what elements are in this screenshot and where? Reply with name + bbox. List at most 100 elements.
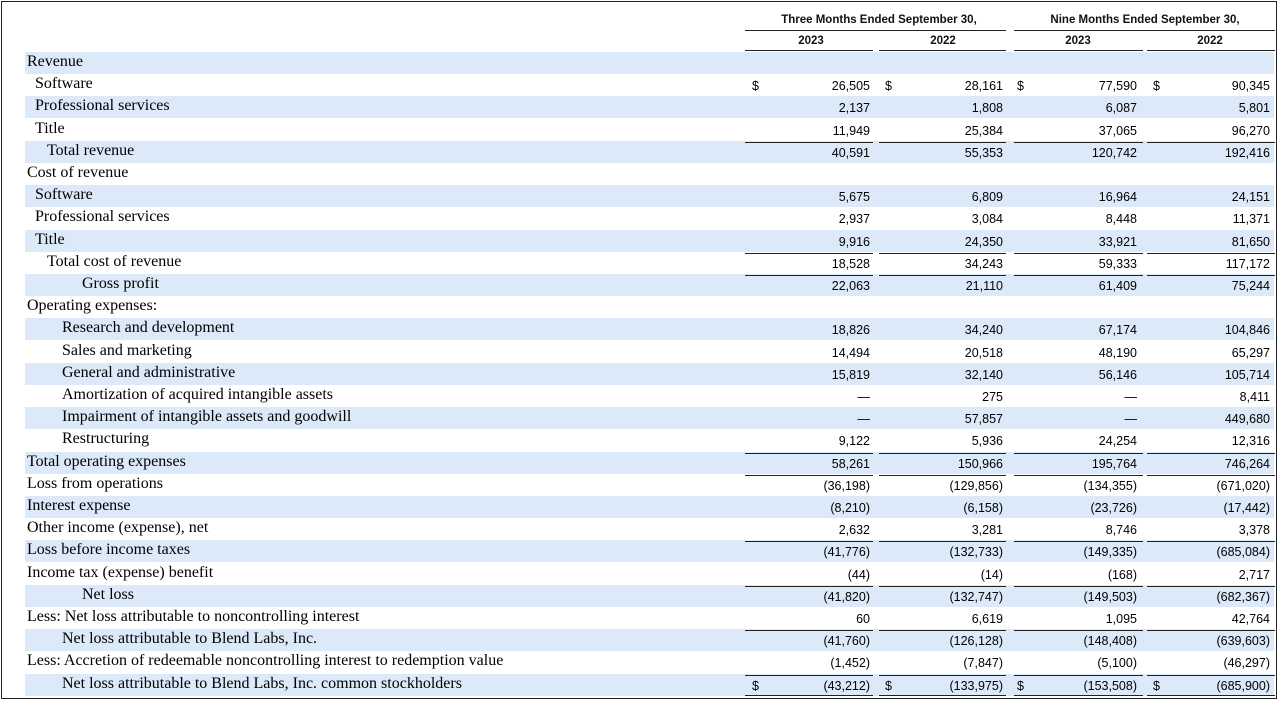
row-label: Research and development — [62, 319, 235, 337]
value-cell: 746,264 — [1224, 456, 1270, 471]
value-cell: 14,494 — [831, 345, 870, 360]
table-row: Operating expenses: — [25, 296, 1274, 318]
value-cell: (44) — [847, 567, 870, 582]
value-cell: 33,921 — [1098, 234, 1137, 249]
value-cell: 3,281 — [971, 523, 1003, 538]
value-cell: — — [857, 412, 871, 427]
value-cell: 2,137 — [838, 101, 870, 116]
currency-symbol: $ — [885, 79, 892, 94]
row-label: Amortization of acquired intangible asse… — [62, 386, 334, 403]
row-label: Professional services — [35, 97, 170, 115]
double-underline — [745, 697, 873, 699]
table-row: Professional services 2,937 3,084 8,448 11,3… — [25, 207, 1274, 229]
year-underline-3 — [1014, 50, 1143, 51]
row-label: Interest expense — [27, 497, 131, 514]
value-cell: 15,819 — [831, 367, 870, 382]
value-cell: 8,411 — [1239, 390, 1270, 404]
value-cell: 5,936 — [971, 434, 1003, 449]
value-cell: (685,900) — [1216, 678, 1270, 693]
table-row: Title 9,916 24,350 33,921 81,650 — [25, 229, 1274, 252]
total-rule — [1147, 541, 1275, 543]
table-row: Loss before income taxes (41,776) (132,733… — [25, 540, 1274, 563]
value-cell: 96,270 — [1231, 123, 1270, 138]
row-label: Income tax (expense) benefit — [27, 563, 214, 581]
value-cell: 8,746 — [1105, 523, 1137, 538]
value-cell: 25,384 — [964, 123, 1003, 138]
row-label: General and administrative — [62, 363, 236, 381]
value-cell: 3,378 — [1238, 523, 1270, 538]
total-rule — [1147, 630, 1275, 632]
value-cell: (132,747) — [949, 589, 1003, 604]
value-cell: 120,742 — [1091, 145, 1137, 160]
table-row: Restructuring 9,122 5,936 24,254 12,316 — [25, 429, 1274, 451]
table-row: Other income (expense), net 2,632 3,281 8,7… — [25, 518, 1274, 540]
table-row: Research and development 18,826 34,240 67,1… — [25, 318, 1274, 341]
table-row: Professional services 2,137 1,808 6,087 5,80… — [25, 96, 1274, 119]
total-rule — [1147, 141, 1275, 143]
period-three-underline — [745, 30, 1006, 31]
period-header-nine-months: Nine Months Ended September 30, — [1050, 14, 1240, 26]
double-underline — [1014, 694, 1143, 696]
value-cell: (639,603) — [1216, 634, 1270, 649]
value-cell: 42,764 — [1231, 612, 1270, 626]
double-underline — [745, 694, 873, 696]
row-label: Operating expenses: — [27, 297, 158, 315]
total-rule — [745, 474, 873, 476]
row-label: Title — [35, 230, 65, 248]
total-rule — [1147, 674, 1275, 676]
value-cell: 3,084 — [971, 212, 1003, 227]
table-row: Less: Accretion of redeemable noncontrol… — [25, 651, 1274, 673]
value-cell: 2,632 — [838, 523, 870, 538]
table-row: Cost of revenue — [25, 163, 1274, 185]
year-underline-1 — [745, 50, 873, 51]
row-label: Sales and marketing — [62, 341, 192, 359]
table-row: Net loss attributable to Blend Labs, Inc… — [25, 629, 1274, 652]
total-rule — [745, 141, 873, 143]
row-label: Software — [35, 186, 93, 204]
total-rule — [879, 452, 1006, 454]
double-underline — [879, 697, 1006, 699]
total-rule — [1014, 252, 1143, 254]
total-rule — [745, 275, 873, 276]
value-cell: (23,726) — [1090, 501, 1137, 515]
value-cell: (682,367) — [1216, 589, 1270, 604]
table-row: Software $26,505 $28,161 $77,590 $90,345 — [25, 74, 1274, 96]
value-cell: — — [1124, 390, 1138, 404]
value-cell: 449,680 — [1224, 412, 1270, 427]
value-cell: 18,528 — [831, 256, 870, 271]
row-label: Other income (expense), net — [27, 519, 209, 537]
total-rule — [879, 252, 1006, 254]
period-nine-underline — [1014, 30, 1275, 31]
total-rule — [1147, 474, 1275, 476]
value-cell: — — [1124, 412, 1138, 427]
value-cell: 34,240 — [964, 323, 1003, 338]
total-rule — [879, 474, 1006, 476]
row-label: Net loss attributable to Blend Labs, Inc… — [62, 674, 462, 692]
value-cell: (133,975) — [949, 678, 1003, 693]
table-row: Income tax (expense) benefit (44) (14) (168… — [25, 563, 1274, 585]
table-row: Impairment of intangible assets and good… — [25, 407, 1274, 430]
total-rule — [879, 541, 1006, 543]
value-cell: (14) — [980, 567, 1003, 582]
value-cell: (149,335) — [1083, 545, 1137, 560]
table-row: Loss from operations (36,198) (129,856) (13… — [25, 474, 1274, 496]
row-label: Less: Accretion of redeemable noncontrol… — [27, 652, 504, 670]
value-cell: (36,198) — [823, 478, 870, 493]
row-label: Restructuring — [62, 430, 150, 448]
value-cell: 58,261 — [831, 456, 870, 471]
total-rule — [745, 541, 873, 543]
value-cell: 59,333 — [1098, 256, 1137, 271]
value-cell: 77,590 — [1098, 79, 1137, 94]
total-rule — [1014, 630, 1143, 632]
value-cell: (149,503) — [1083, 589, 1137, 604]
year-header-ytd-2023: 2023 — [1065, 35, 1091, 47]
total-rule — [879, 585, 1006, 587]
table-row: Less: Net loss attributable to noncontro… — [25, 607, 1274, 629]
currency-symbol: $ — [1153, 79, 1160, 94]
row-label: Net loss — [82, 585, 134, 603]
value-cell: (671,020) — [1216, 478, 1270, 493]
year-header-q-2023: 2023 — [798, 35, 824, 47]
value-cell: 61,409 — [1098, 279, 1137, 293]
total-rule — [1147, 452, 1275, 454]
value-cell: 117,172 — [1225, 256, 1270, 271]
